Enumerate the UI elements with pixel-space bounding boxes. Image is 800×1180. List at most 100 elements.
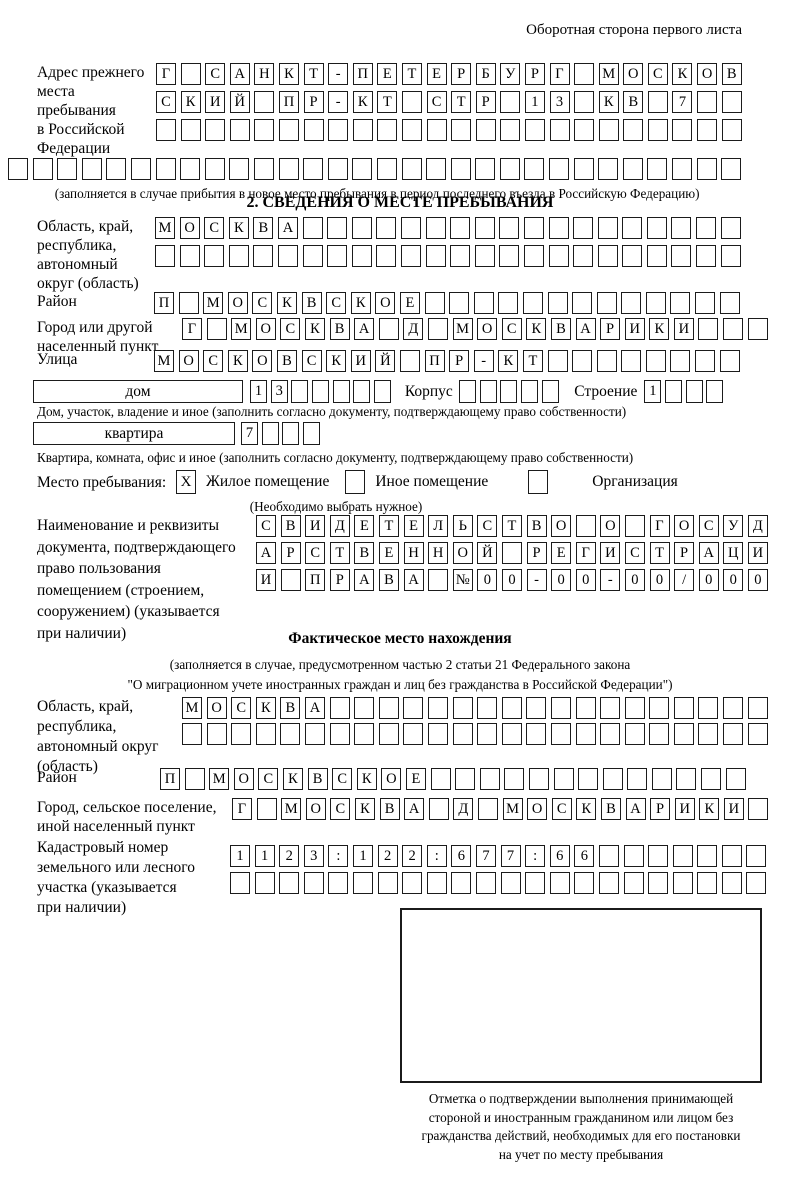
char-box[interactable] bbox=[524, 119, 545, 141]
char-box[interactable]: О bbox=[233, 768, 254, 790]
char-box[interactable]: С bbox=[205, 63, 226, 85]
char-box[interactable]: Т bbox=[329, 542, 350, 564]
char-box[interactable] bbox=[578, 768, 599, 790]
char-box[interactable]: 7 bbox=[241, 422, 258, 445]
char-box[interactable] bbox=[627, 768, 648, 790]
char-box[interactable]: Г bbox=[182, 318, 202, 340]
char-box[interactable] bbox=[378, 697, 399, 719]
char-box[interactable] bbox=[647, 158, 668, 180]
char-box[interactable]: И bbox=[305, 515, 326, 537]
char-box[interactable] bbox=[303, 422, 321, 445]
char-box[interactable]: П bbox=[278, 91, 299, 113]
char-box[interactable] bbox=[549, 872, 570, 894]
char-box[interactable] bbox=[672, 845, 693, 867]
char-box[interactable] bbox=[574, 872, 595, 894]
char-box[interactable]: Д bbox=[453, 798, 474, 820]
char-box[interactable]: Е bbox=[354, 515, 375, 537]
char-box[interactable] bbox=[685, 380, 703, 403]
char-box[interactable] bbox=[598, 158, 619, 180]
char-box[interactable]: : bbox=[328, 845, 349, 867]
char-box[interactable]: Н bbox=[254, 63, 275, 85]
char-box[interactable]: Е bbox=[405, 768, 426, 790]
char-box[interactable]: М bbox=[182, 697, 202, 719]
char-box[interactable]: С bbox=[301, 350, 322, 372]
char-box[interactable]: 0 bbox=[551, 569, 572, 591]
char-box[interactable] bbox=[697, 845, 718, 867]
char-box[interactable]: К bbox=[228, 217, 249, 239]
char-box[interactable] bbox=[156, 119, 176, 141]
char-box[interactable] bbox=[748, 798, 769, 820]
char-box[interactable] bbox=[332, 380, 350, 403]
char-box[interactable]: С bbox=[426, 91, 447, 113]
char-box[interactable]: С bbox=[551, 798, 572, 820]
char-box[interactable] bbox=[548, 217, 569, 239]
char-box[interactable] bbox=[646, 245, 667, 267]
char-box[interactable] bbox=[623, 845, 644, 867]
char-box[interactable] bbox=[698, 723, 719, 745]
char-box[interactable]: Н bbox=[403, 542, 424, 564]
char-box[interactable] bbox=[573, 158, 594, 180]
char-box[interactable] bbox=[547, 292, 568, 314]
char-box[interactable] bbox=[427, 697, 448, 719]
char-box[interactable]: О bbox=[697, 63, 718, 85]
char-box[interactable]: 0 bbox=[575, 569, 596, 591]
char-box[interactable] bbox=[698, 697, 719, 719]
char-box[interactable] bbox=[696, 217, 717, 239]
char-box[interactable] bbox=[477, 798, 498, 820]
char-box[interactable] bbox=[526, 723, 547, 745]
char-box[interactable]: М bbox=[502, 798, 523, 820]
char-box[interactable]: А bbox=[256, 542, 276, 564]
char-box[interactable] bbox=[548, 245, 569, 267]
char-box[interactable] bbox=[277, 245, 298, 267]
char-box[interactable] bbox=[574, 91, 595, 113]
char-box[interactable] bbox=[723, 318, 744, 340]
char-box[interactable]: К bbox=[649, 318, 670, 340]
char-box[interactable] bbox=[8, 158, 28, 180]
char-box[interactable] bbox=[428, 569, 449, 591]
char-box[interactable]: : bbox=[525, 845, 546, 867]
char-box[interactable]: П bbox=[424, 350, 445, 372]
char-box[interactable]: № bbox=[452, 569, 473, 591]
char-box[interactable]: 0 bbox=[698, 569, 719, 591]
char-box[interactable] bbox=[302, 245, 323, 267]
char-box[interactable]: М bbox=[281, 798, 302, 820]
char-box[interactable] bbox=[377, 119, 398, 141]
char-box[interactable]: К bbox=[598, 91, 619, 113]
char-box[interactable]: Ц bbox=[723, 542, 744, 564]
char-box[interactable] bbox=[278, 158, 299, 180]
char-box[interactable] bbox=[231, 723, 252, 745]
char-box[interactable]: Т bbox=[303, 63, 324, 85]
char-box[interactable]: Т bbox=[451, 91, 472, 113]
char-box[interactable] bbox=[402, 872, 423, 894]
char-box[interactable]: С bbox=[332, 768, 353, 790]
char-box[interactable]: 3 bbox=[303, 845, 324, 867]
char-box[interactable] bbox=[376, 158, 397, 180]
char-box[interactable] bbox=[280, 723, 301, 745]
char-box[interactable]: Й bbox=[375, 350, 396, 372]
char-box[interactable]: Е bbox=[399, 292, 420, 314]
char-box[interactable] bbox=[696, 158, 717, 180]
char-box[interactable]: Г bbox=[232, 798, 252, 820]
char-box[interactable]: Е bbox=[378, 542, 399, 564]
char-box[interactable] bbox=[541, 380, 559, 403]
char-box[interactable] bbox=[255, 723, 276, 745]
char-box[interactable] bbox=[598, 872, 619, 894]
char-box[interactable] bbox=[672, 872, 693, 894]
char-box[interactable] bbox=[451, 119, 472, 141]
char-box[interactable]: 6 bbox=[574, 845, 595, 867]
char-box[interactable] bbox=[427, 318, 448, 340]
char-box[interactable] bbox=[600, 697, 621, 719]
char-box[interactable] bbox=[572, 350, 593, 372]
char-box[interactable]: 1 bbox=[644, 380, 662, 403]
char-box[interactable]: О bbox=[477, 318, 498, 340]
char-box[interactable] bbox=[596, 350, 617, 372]
char-box[interactable] bbox=[253, 245, 274, 267]
char-box[interactable]: Р bbox=[526, 542, 547, 564]
char-box[interactable] bbox=[672, 119, 693, 141]
char-box[interactable] bbox=[254, 119, 275, 141]
char-box[interactable] bbox=[353, 380, 371, 403]
char-box[interactable] bbox=[671, 217, 692, 239]
char-box[interactable] bbox=[575, 723, 596, 745]
char-box[interactable]: А bbox=[277, 217, 298, 239]
char-box[interactable] bbox=[427, 723, 448, 745]
